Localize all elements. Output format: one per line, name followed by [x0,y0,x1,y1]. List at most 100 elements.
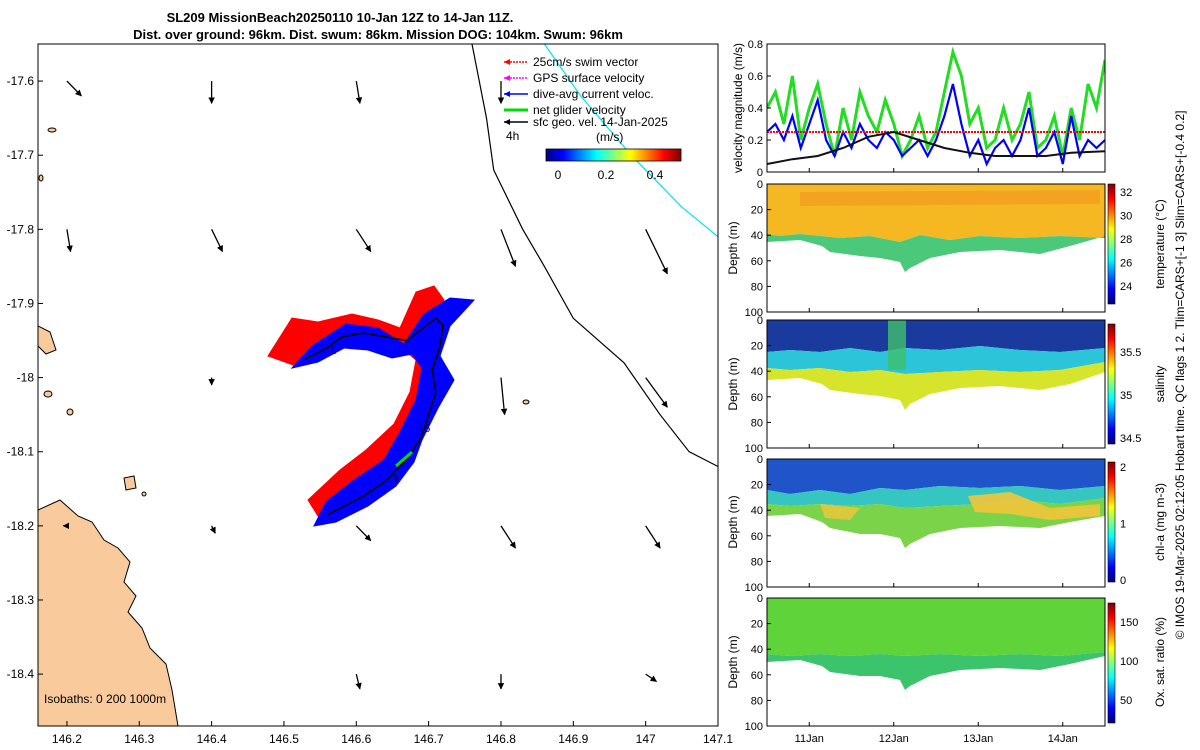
colorbar-tick-label: 0 [1120,575,1126,587]
map-x-axis: 146.2 146.3 146.4 146.5 146.6 146.7 146.8 146.9… [52,721,733,746]
map-x-tick-label: 146.6 [341,732,371,746]
map-y-tick-label: -17.6 [7,74,35,88]
geostrophic-arrow [645,525,661,549]
colorbar-tick-label: 28 [1120,234,1132,246]
depth-tick-label: 20 [751,619,763,631]
depth-tick-label: 20 [751,341,763,353]
geostrophic-arrow [500,525,516,549]
map-x-tick-label: 146.9 [558,732,588,746]
velocity-y-tick-label: 0.4 [748,103,763,115]
chla-ylabel: Depth (m) [726,495,740,548]
geostrophic-arrow [66,80,82,97]
geostrophic-arrow [355,228,372,253]
depth-tick-label: 0 [757,315,763,327]
velocity-ylabel: velocity magnitude (m/s) [731,43,745,173]
colorbar-tick-label: 35.5 [1120,347,1141,359]
legend-sfc-geo-vel: sfc geo. vel. 14-Jan-2025 [533,115,668,129]
depth-tick-label: 0 [757,454,763,466]
track-marker-label: 15 [418,423,430,435]
title-line1: SL209 MissionBeach20250110 10-Jan 12Z to… [167,10,514,25]
geostrophic-velocity-arrows [62,80,668,690]
oxygen-upper-layer [767,598,1105,656]
legend-gps-velocity: GPS surface velocity [533,71,644,85]
velocity-series-line [767,83,1105,167]
temperature-ylabel: Depth (m) [726,221,740,274]
depth-tick-label: 0 [757,593,763,605]
velocity-y-axis: 0 0.2 0.4 0.6 0.8 [748,39,771,179]
colorbar-tick-label: 1 [1120,519,1126,531]
map-legend: 25cm/s swim vector GPS surface velocity … [504,55,668,143]
velocity-series-line [767,130,1105,165]
colorbar-tick-label: 150 [1120,617,1138,629]
depth-tick-label: 60 [751,531,763,543]
chla-colorbar [1107,461,1116,583]
map-x-tick-label: 146.5 [269,732,299,746]
island-land [141,491,147,497]
colorbar-tick-label: 2 [1120,462,1126,474]
island-land [66,408,74,416]
island-land [38,325,57,355]
map-colorbar: (m/s) 0 0.2 0.4 [545,130,682,182]
map-x-tick-label: 146.2 [52,732,82,746]
track-marker-label: 1 [330,345,336,357]
colorbar-tick-label: 32 [1120,187,1132,199]
map-colorbar-tick: 0.4 [647,168,664,182]
depth-tick-label: 40 [751,644,763,656]
colorbar-tick-label: 24 [1120,281,1132,293]
velocity-y-tick-label: 0.2 [748,135,763,147]
map-colorbar-label: (m/s) [596,130,623,144]
velocity-panel: 0 0.2 0.4 0.6 0.8 velocity magnitude (m/s) [731,39,1106,179]
track-marker-label: 3 [392,473,398,485]
time-tick-label: 13Jan [963,733,993,745]
geostrophic-arrow [211,229,224,253]
depth-tick-label: 60 [751,256,763,268]
depth-tick-label: 80 [751,695,763,707]
oxygen-cbar-label: Ox. sat. ratio (%) [1153,617,1167,707]
map-y-tick-label: -17.7 [7,148,35,162]
island-land [47,127,57,133]
velocity-y-tick-label: 0 [757,167,763,179]
geostrophic-arrow [355,673,362,690]
geostrophic-arrow [500,377,508,416]
chla-axes-frame [766,458,1106,588]
geostrophic-arrow [66,229,73,253]
depth-tick-label: 100 [745,582,763,594]
colorbar-tick-label: 50 [1120,695,1132,707]
map-x-tick-label: 146.3 [124,732,154,746]
temperature-cbar-label: temperature (°C) [1153,199,1167,289]
map-y-tick-label: -17.8 [7,222,35,236]
salinity-colorbar [1107,323,1116,445]
depth-tick-label: 40 [751,366,763,378]
isobaths-label: Isobaths: 0 200 1000m [44,692,166,706]
colorbar-tick-label: 30 [1120,211,1132,223]
geostrophic-arrow [500,229,517,267]
colorbar-tick-label: 34.5 [1120,433,1141,445]
map-x-tick-label: 146.4 [197,732,227,746]
map-x-tick-label: 147.1 [703,732,733,746]
velocity-y-tick-label: 0.8 [748,39,763,51]
depth-tick-label: 40 [751,505,763,517]
section-chla: 2 1 0 chl-a (mg m-3) Depth (m) 0 20 40 60 80 10… [726,454,1167,594]
time-tick-label: 11Jan [795,733,824,745]
depth-tick-label: 20 [751,205,763,217]
geostrophic-arrow [355,525,372,542]
coastline-land [38,499,179,726]
legend-arrow-label: 4h [506,129,519,143]
salinity-cbar-label: salinity [1153,366,1167,403]
map-y-tick-label: -17.9 [7,296,35,310]
section-salinity: 35.5 35 34.5 salinity Depth (m) 0 20 40 60 80 1… [726,315,1167,455]
map-colorbar-tick: 0 [555,168,562,182]
depth-tick-label: 40 [751,230,763,242]
geostrophic-arrow [645,673,658,683]
legend-swim-vector: 25cm/s swim vector [533,55,638,69]
oxygen-ylabel: Depth (m) [726,635,740,688]
depth-tick-label: 60 [751,392,763,404]
depth-tick-label: 0 [757,179,763,191]
depth-tick-label: 60 [751,670,763,682]
colorbar-tick-label: 26 [1120,258,1132,270]
oxygen-lower-layer [767,652,1105,690]
depth-tick-label: 80 [751,556,763,568]
legend-net-glider-velocity: net glider velocity [533,103,626,117]
depth-tick-label: 80 [751,281,763,293]
time-tick-label: 14Jan [1048,733,1078,745]
